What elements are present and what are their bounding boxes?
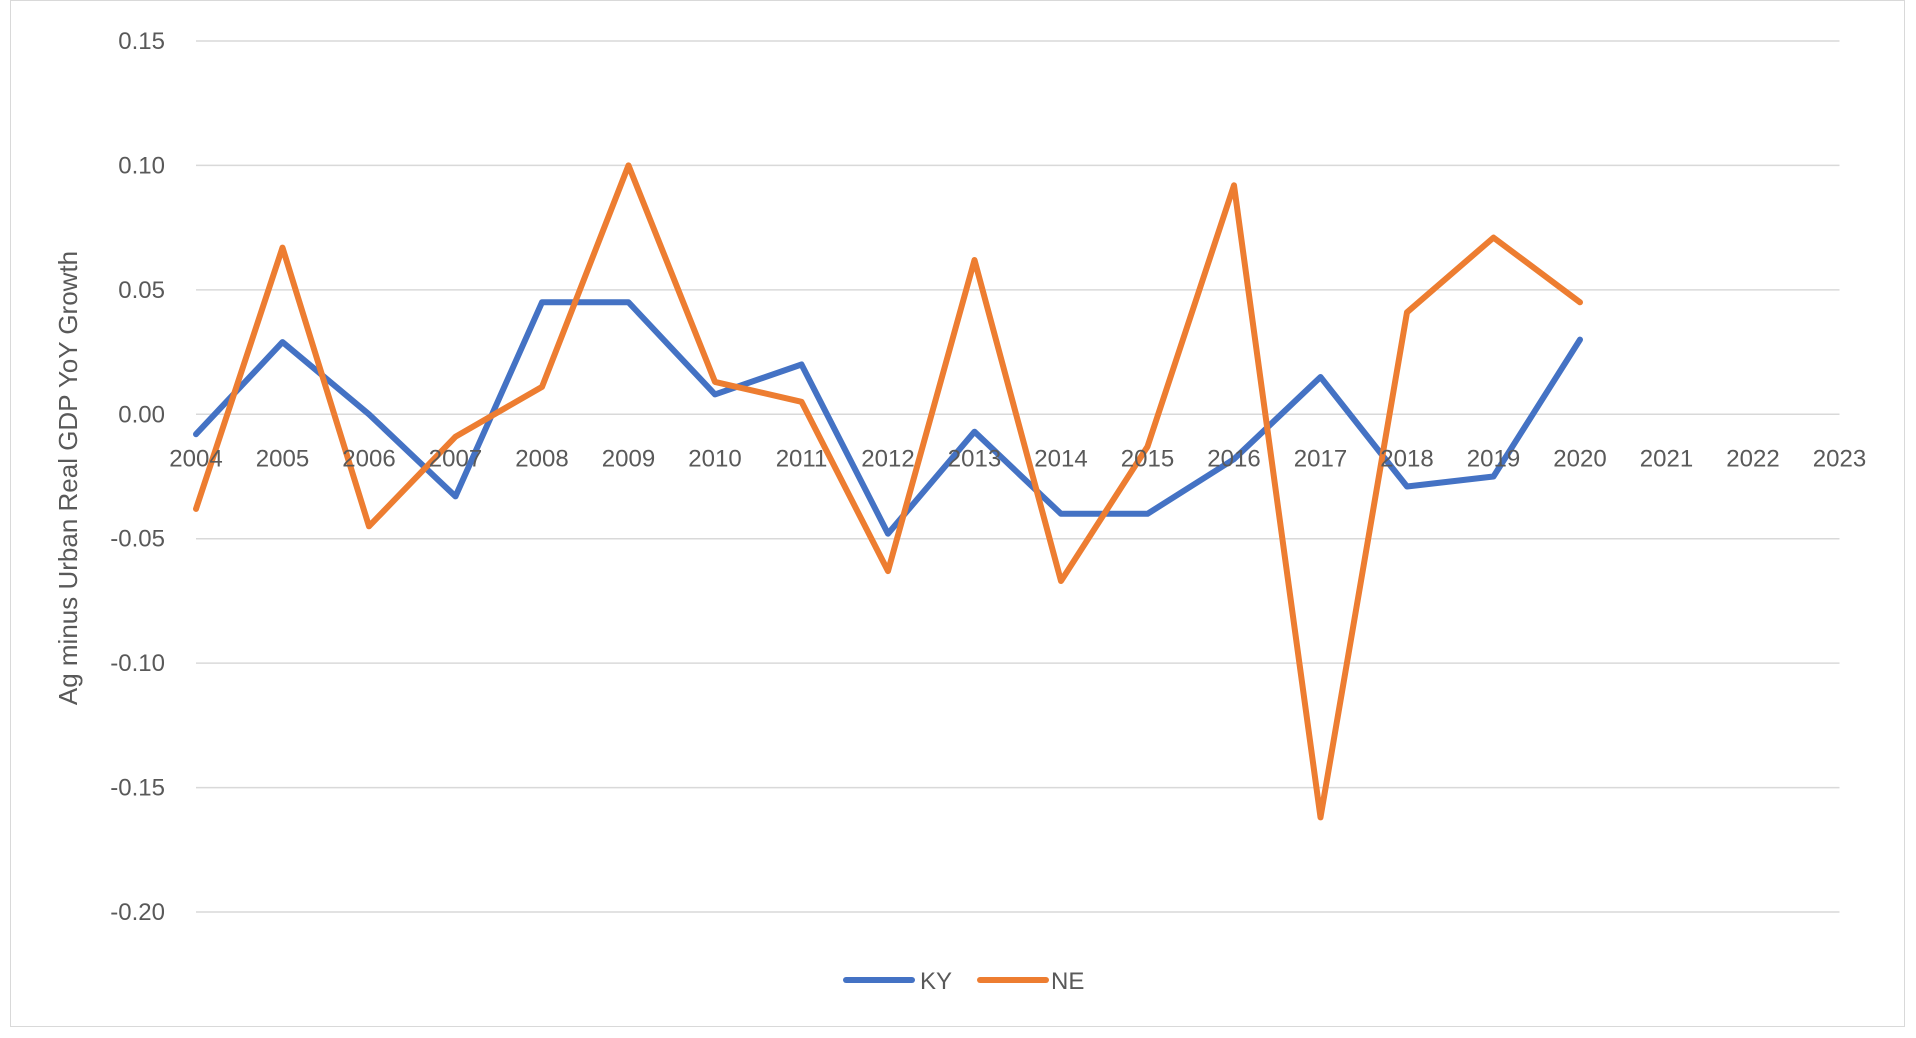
legend-label-ne: NE (1051, 968, 1084, 995)
series-lines (193, 162, 1583, 821)
series-line-ne (193, 162, 1583, 821)
y-tick-label: 0.00 (118, 401, 165, 428)
x-tick-label: 2021 (1640, 445, 1693, 472)
x-tick-label: 2005 (256, 445, 309, 472)
y-tick-label: -0.15 (110, 775, 165, 802)
x-tick-label: 2015 (1121, 445, 1174, 472)
legend-label-ky: KY (920, 968, 952, 995)
y-tick-label: 0.15 (118, 28, 165, 55)
x-tick-label: 2009 (602, 445, 655, 472)
x-tick-label: 2010 (688, 445, 741, 472)
x-tick-label: 2007 (429, 445, 482, 472)
x-tick-label: 2016 (1207, 445, 1260, 472)
x-tick-label: 2018 (1380, 445, 1433, 472)
x-tick-label: 2004 (169, 445, 222, 472)
y-tick-label: -0.05 (110, 526, 165, 553)
legend: KY NE (843, 968, 1084, 995)
y-axis-tick-labels: 0.15 0.10 0.05 0.00 -0.05 -0.10 -0.15 -0.20 (110, 28, 165, 926)
x-tick-label: 2012 (861, 445, 914, 472)
y-axis-title: Ag minus Urban Real GDP YoY Growth (53, 251, 83, 705)
x-tick-label: 2006 (342, 445, 395, 472)
x-tick-label: 2023 (1813, 445, 1866, 472)
x-tick-label: 2017 (1294, 445, 1347, 472)
y-tick-label: -0.10 (110, 650, 165, 677)
y-tick-label: 0.10 (118, 152, 165, 179)
x-tick-label: 2011 (776, 445, 828, 472)
x-tick-label: 2014 (1034, 445, 1087, 472)
x-tick-label: 2013 (948, 445, 1001, 472)
y-tick-label: 0.05 (118, 277, 165, 304)
x-axis-tick-labels: 2004 2005 2006 2007 2008 2009 2010 2011 2012 2013… (169, 445, 1866, 472)
x-tick-label: 2020 (1553, 445, 1606, 472)
chart-frame (10, 0, 1905, 1027)
y-tick-label: -0.20 (110, 899, 165, 926)
x-tick-label: 2008 (515, 445, 568, 472)
gridlines (196, 40, 1840, 913)
x-tick-label: 2022 (1726, 445, 1779, 472)
x-tick-label: 2019 (1467, 445, 1520, 472)
